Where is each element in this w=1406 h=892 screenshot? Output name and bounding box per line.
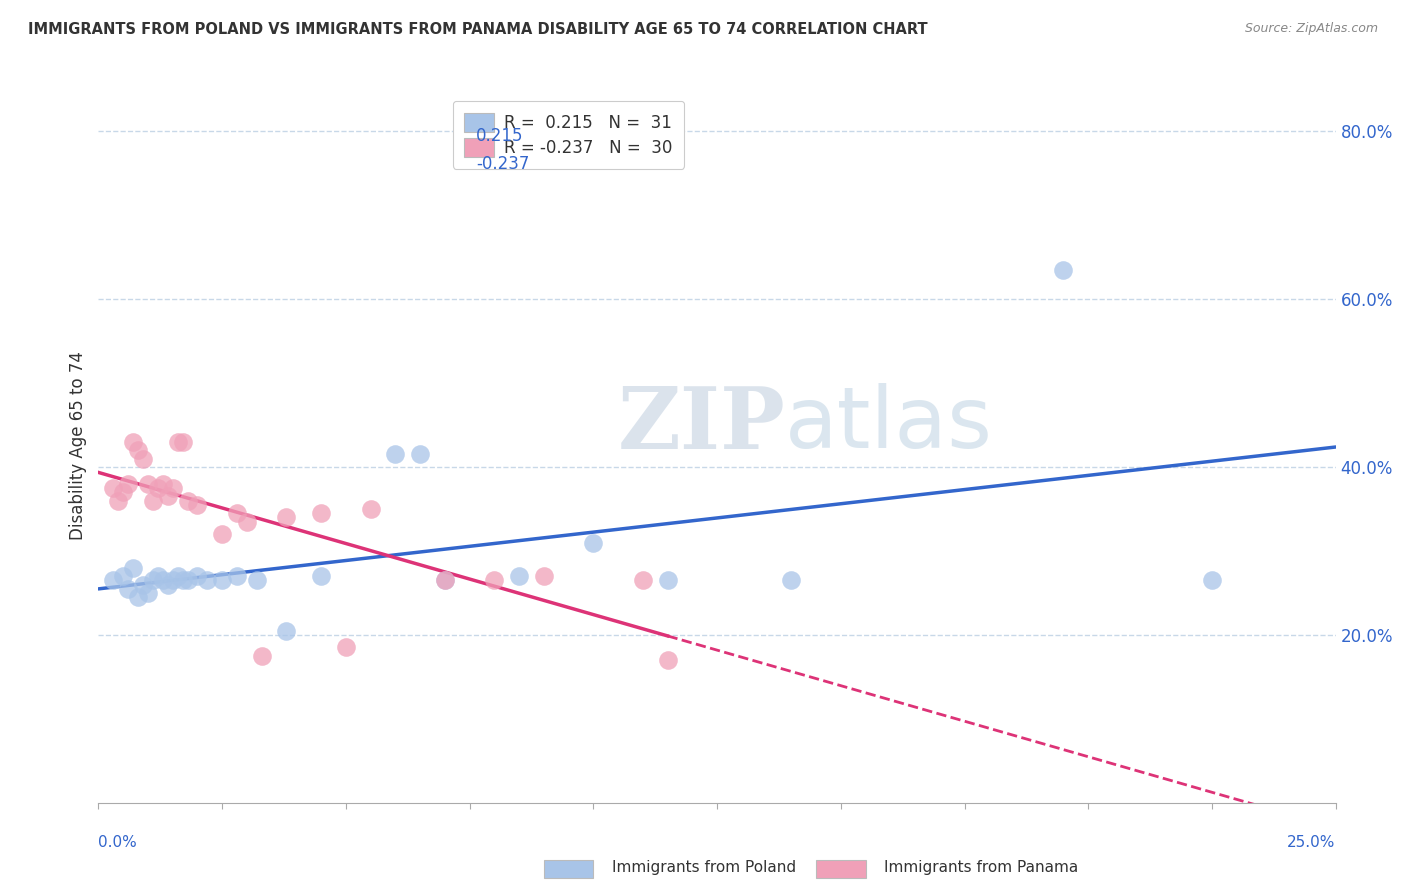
FancyBboxPatch shape	[815, 860, 866, 878]
Point	[103, 481, 125, 495]
Point	[309, 569, 332, 583]
Point	[195, 574, 218, 588]
Point	[152, 574, 174, 588]
Point	[533, 569, 555, 583]
Point	[186, 569, 208, 583]
Y-axis label: Disability Age 65 to 74: Disability Age 65 to 74	[69, 351, 87, 541]
Point	[250, 648, 273, 663]
Point	[103, 574, 125, 588]
Text: Immigrants from Panama: Immigrants from Panama	[884, 860, 1078, 874]
Point	[122, 560, 145, 574]
Point	[211, 574, 233, 588]
Point	[136, 476, 159, 491]
Point	[631, 574, 654, 588]
Point	[156, 489, 179, 503]
Text: 0.215: 0.215	[475, 127, 523, 145]
Point	[186, 498, 208, 512]
Point	[226, 569, 249, 583]
Point	[162, 481, 184, 495]
Point	[433, 574, 456, 588]
Point	[276, 510, 298, 524]
Point	[107, 493, 129, 508]
Point	[172, 574, 194, 588]
Legend: R =  0.215   N =  31, R = -0.237   N =  30: R = 0.215 N = 31, R = -0.237 N = 30	[453, 101, 685, 169]
Text: Immigrants from Poland: Immigrants from Poland	[612, 860, 796, 874]
Point	[226, 506, 249, 520]
Text: Source: ZipAtlas.com: Source: ZipAtlas.com	[1244, 22, 1378, 36]
Point	[117, 476, 139, 491]
Point	[582, 535, 605, 549]
Point	[484, 574, 506, 588]
Point	[1052, 262, 1074, 277]
Point	[657, 653, 679, 667]
Point	[276, 624, 298, 638]
Text: 0.0%: 0.0%	[98, 835, 138, 850]
Text: IMMIGRANTS FROM POLAND VS IMMIGRANTS FROM PANAMA DISABILITY AGE 65 TO 74 CORRELA: IMMIGRANTS FROM POLAND VS IMMIGRANTS FRO…	[28, 22, 928, 37]
Point	[384, 447, 406, 461]
Point	[136, 586, 159, 600]
Text: ZIP: ZIP	[619, 383, 786, 467]
Point	[156, 577, 179, 591]
Point	[360, 502, 382, 516]
Point	[172, 434, 194, 449]
Point	[132, 577, 155, 591]
Point	[1201, 574, 1223, 588]
Point	[433, 574, 456, 588]
Point	[112, 485, 135, 500]
Text: 25.0%: 25.0%	[1288, 835, 1336, 850]
Point	[780, 574, 803, 588]
Point	[152, 476, 174, 491]
Point	[309, 506, 332, 520]
Point	[246, 574, 269, 588]
Point	[127, 443, 149, 458]
Point	[236, 515, 259, 529]
Point	[335, 640, 357, 655]
Point	[166, 434, 188, 449]
Point	[142, 493, 165, 508]
Text: -0.237: -0.237	[475, 155, 529, 173]
Point	[122, 434, 145, 449]
Point	[176, 493, 198, 508]
Point	[508, 569, 530, 583]
Point	[166, 569, 188, 583]
Point	[112, 569, 135, 583]
Point	[162, 574, 184, 588]
Point	[117, 582, 139, 596]
Point	[657, 574, 679, 588]
Point	[211, 527, 233, 541]
Point	[176, 574, 198, 588]
Point	[132, 451, 155, 466]
Text: atlas: atlas	[785, 383, 993, 467]
FancyBboxPatch shape	[544, 860, 593, 878]
Point	[127, 590, 149, 604]
Point	[142, 574, 165, 588]
Point	[146, 569, 169, 583]
Point	[409, 447, 432, 461]
Point	[146, 481, 169, 495]
